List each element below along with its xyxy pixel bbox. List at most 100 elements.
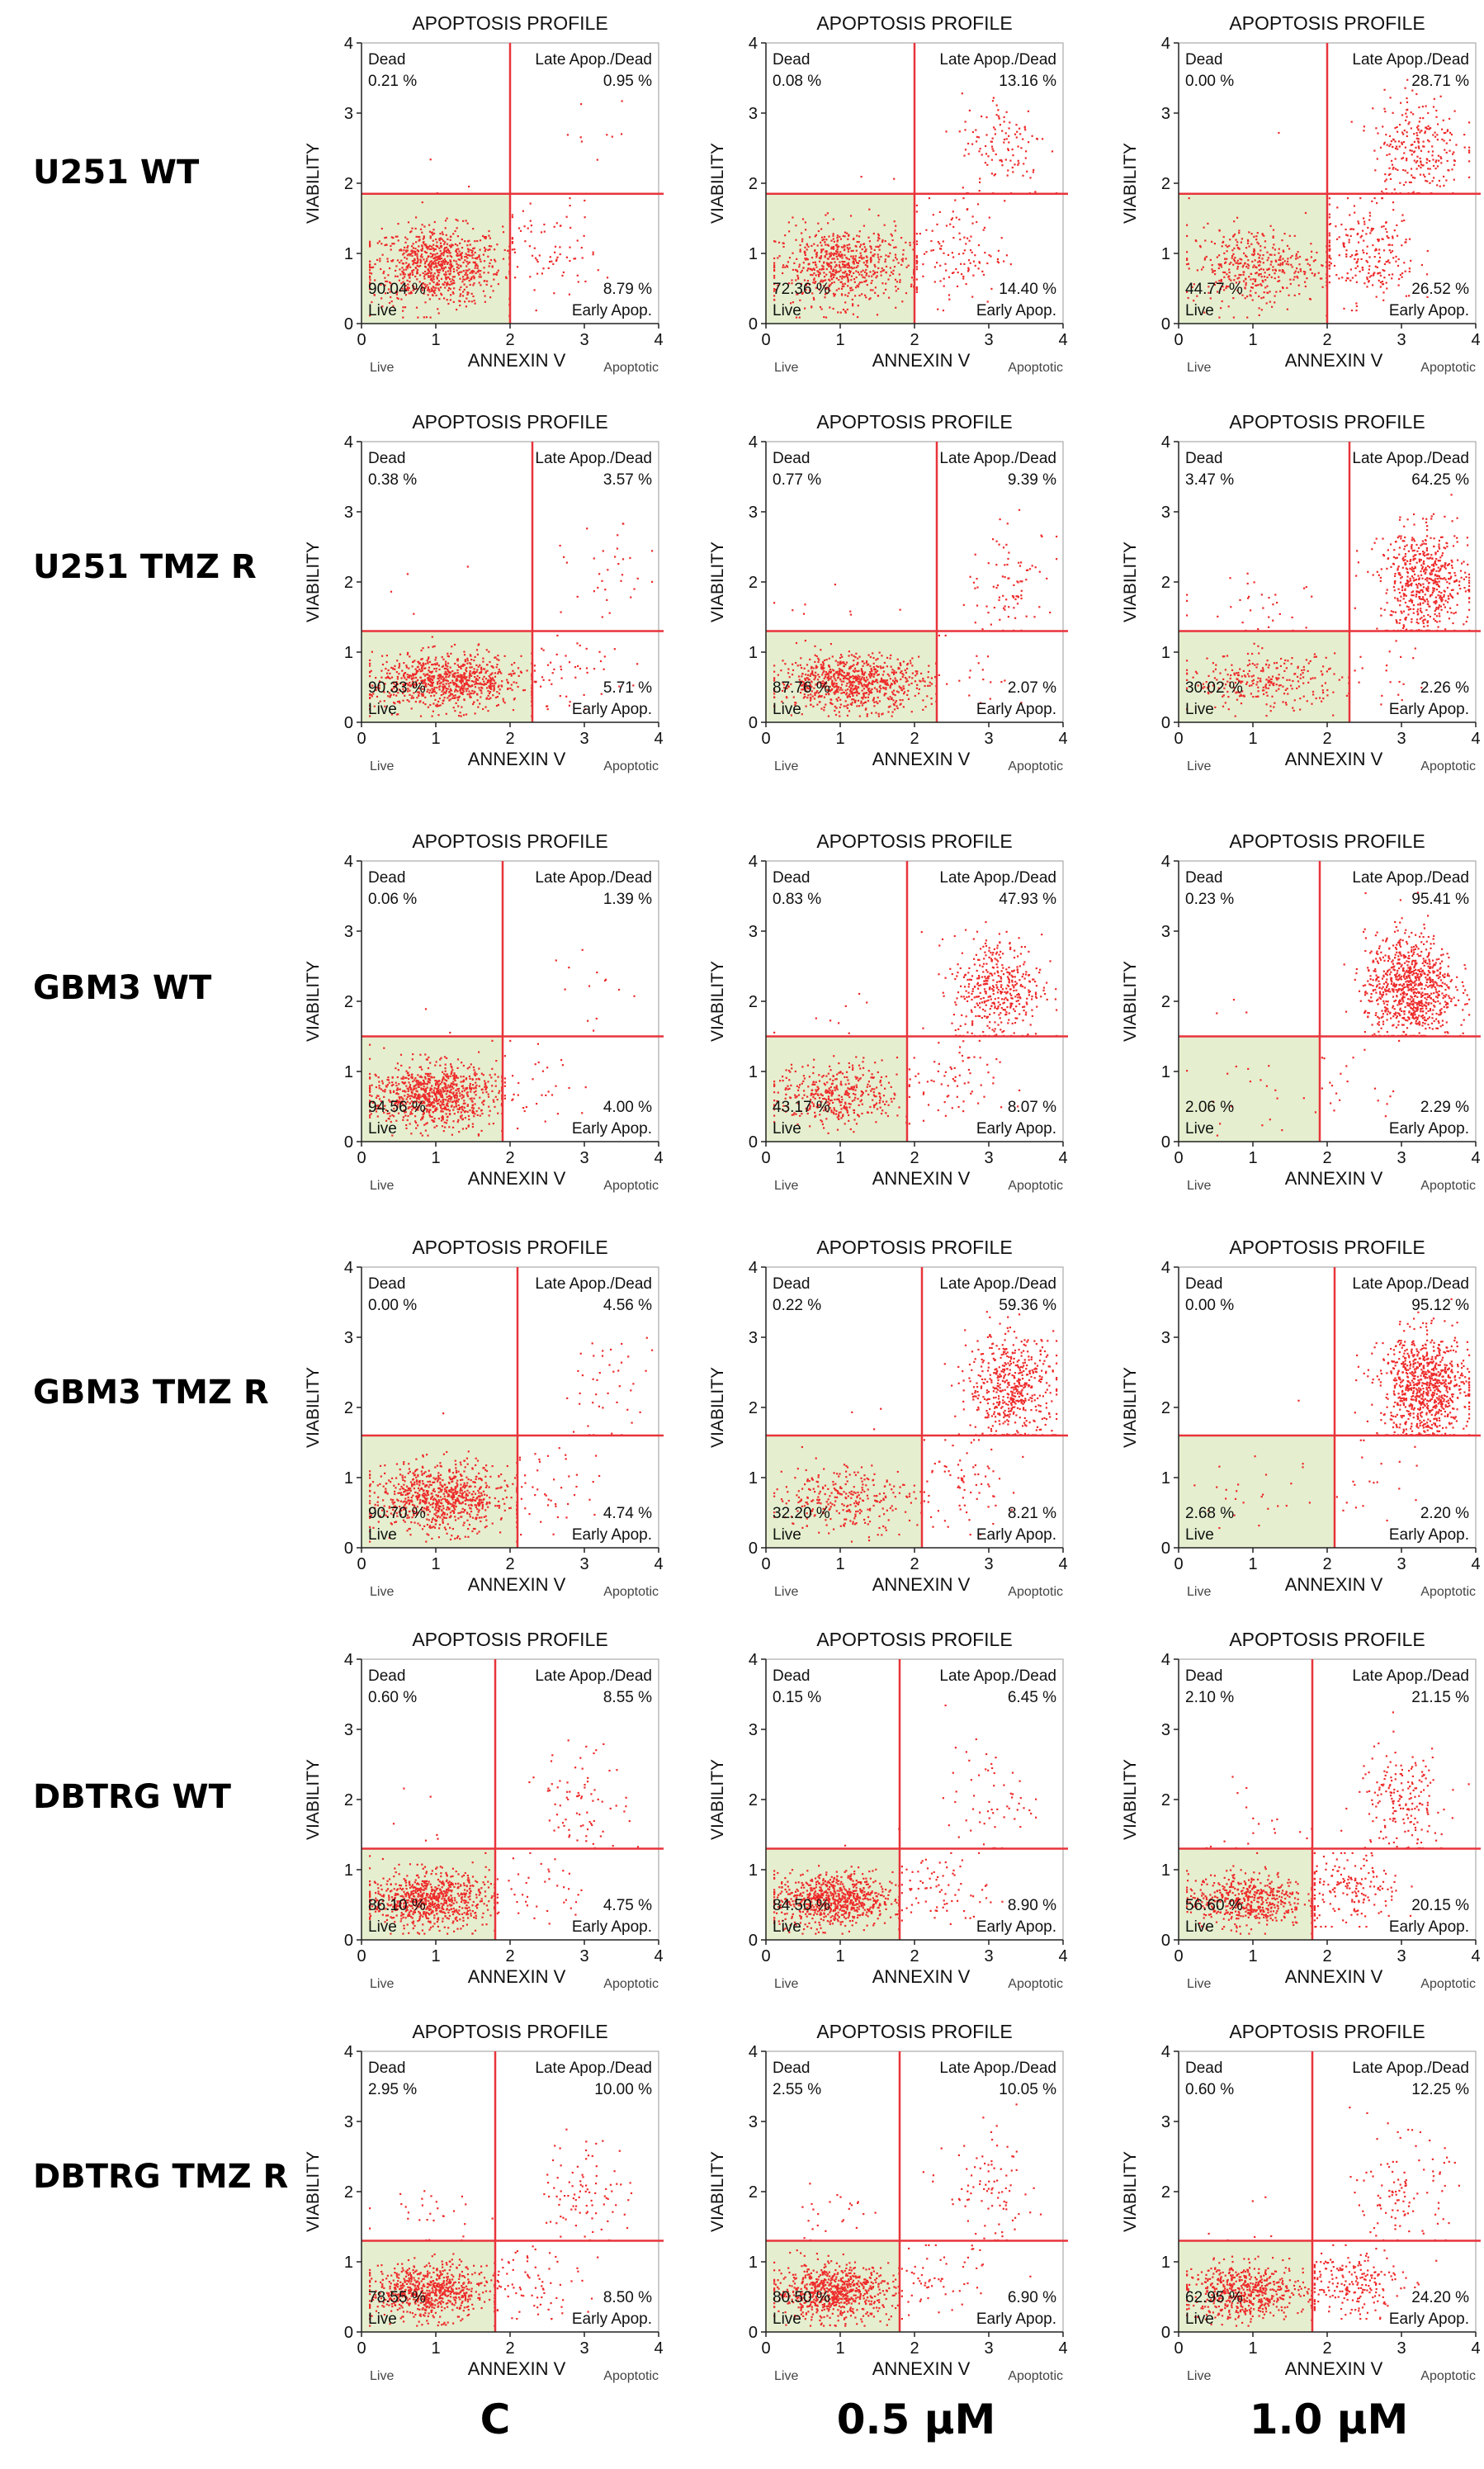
- scatter-point: [852, 669, 854, 672]
- scatter-point: [1232, 263, 1235, 266]
- scatter-point: [927, 670, 929, 674]
- scatter-point: [407, 273, 409, 276]
- scatter-point: [419, 264, 422, 267]
- scatter-point: [447, 665, 449, 668]
- scatter-point: [833, 686, 835, 688]
- scatter-point: [902, 660, 905, 663]
- scatter-point: [417, 665, 419, 668]
- scatter-point: [427, 706, 429, 708]
- scatter-point: [1387, 173, 1390, 176]
- scatter-point: [1247, 267, 1250, 269]
- scatter-point: [1439, 156, 1442, 158]
- scatter-point: [450, 689, 452, 692]
- scatter-point: [1278, 677, 1280, 679]
- scatter-point: [869, 297, 872, 300]
- scatter-point: [860, 678, 863, 680]
- scatter-point: [1242, 271, 1245, 273]
- scatter-point: [891, 234, 893, 237]
- scatter-point: [1009, 159, 1012, 162]
- scatter-point: [555, 222, 558, 225]
- scatter-point: [1453, 178, 1455, 181]
- scatter-point: [801, 667, 803, 669]
- scatter-point: [1222, 694, 1225, 697]
- scatter-point: [1427, 150, 1430, 153]
- scatter-point: [974, 254, 976, 257]
- scatter-point: [815, 655, 818, 658]
- scatter-point: [1285, 703, 1288, 706]
- scatter-point: [489, 262, 491, 264]
- scatter-point: [457, 248, 460, 250]
- scatter-point: [441, 690, 443, 693]
- scatter-point: [414, 253, 417, 256]
- scatter-point: [474, 240, 476, 243]
- scatter-point: [825, 262, 829, 264]
- scatter-point: [1422, 145, 1425, 148]
- scatter-point: [1383, 107, 1386, 110]
- scatter-point: [1241, 690, 1244, 693]
- column-label: 1.0 µM: [1250, 2396, 1409, 2443]
- scatter-point: [1004, 608, 1006, 611]
- scatter-point: [1262, 296, 1265, 299]
- scatter-point: [470, 300, 473, 303]
- scatter-point: [474, 262, 476, 264]
- scatter-point: [1446, 159, 1449, 163]
- scatter-point: [1406, 131, 1408, 134]
- scatter-point: [534, 257, 537, 259]
- scatter-point: [381, 663, 385, 666]
- scatter-point: [846, 232, 848, 234]
- scatter-point: [435, 667, 437, 670]
- scatter-point: [871, 712, 873, 714]
- column-label: 0.5 µM: [837, 2396, 996, 2443]
- scatter-point: [1358, 222, 1360, 225]
- scatter-point: [448, 267, 451, 269]
- scatter-point: [852, 255, 854, 258]
- scatter-point: [858, 281, 861, 284]
- scatter-point: [1430, 127, 1432, 130]
- scatter-point: [1226, 674, 1229, 676]
- scatter-point: [1222, 241, 1224, 244]
- scatter-point: [413, 288, 416, 291]
- scatter-point: [1267, 291, 1269, 294]
- scatter-point: [846, 707, 848, 709]
- scatter-point: [1242, 695, 1245, 698]
- scatter-point: [593, 590, 595, 593]
- scatter-point: [815, 667, 817, 669]
- scatter-point: [1278, 684, 1280, 687]
- scatter-point: [404, 683, 406, 686]
- scatter-point: [855, 688, 858, 690]
- scatter-point: [814, 660, 816, 663]
- scatter-point: [456, 669, 459, 671]
- scatter-point: [909, 242, 911, 244]
- scatter-point: [824, 255, 826, 258]
- scatter-point: [468, 693, 471, 695]
- scatter-point: [849, 702, 852, 705]
- scatter-point: [442, 665, 445, 667]
- scatter-point: [438, 298, 441, 300]
- scatter-point: [816, 244, 819, 247]
- scatter-point: [1415, 161, 1417, 163]
- scatter-point: [1240, 682, 1242, 684]
- scatter-point: [464, 259, 466, 262]
- scatter-point: [881, 240, 884, 244]
- scatter-point: [464, 688, 466, 690]
- scatter-point: [456, 659, 459, 661]
- scatter-point: [418, 265, 420, 267]
- scatter-point: [448, 691, 451, 693]
- scatter-point: [977, 244, 981, 247]
- scatter-point: [870, 689, 872, 692]
- scatter-point: [998, 117, 1000, 120]
- scatter-point: [821, 660, 825, 664]
- scatter-point: [1222, 705, 1225, 707]
- scatter-point: [883, 224, 886, 226]
- scatter-point: [1388, 262, 1391, 264]
- scatter-point: [474, 683, 476, 685]
- scatter-point: [456, 660, 459, 662]
- scatter-point: [491, 677, 494, 679]
- scatter-point: [369, 284, 371, 286]
- scatter-point: [473, 673, 475, 675]
- scatter-point: [1238, 679, 1241, 682]
- scatter-point: [456, 235, 459, 238]
- scatter-point: [402, 684, 404, 687]
- scatter-point: [1351, 254, 1354, 257]
- scatter-point: [436, 705, 438, 707]
